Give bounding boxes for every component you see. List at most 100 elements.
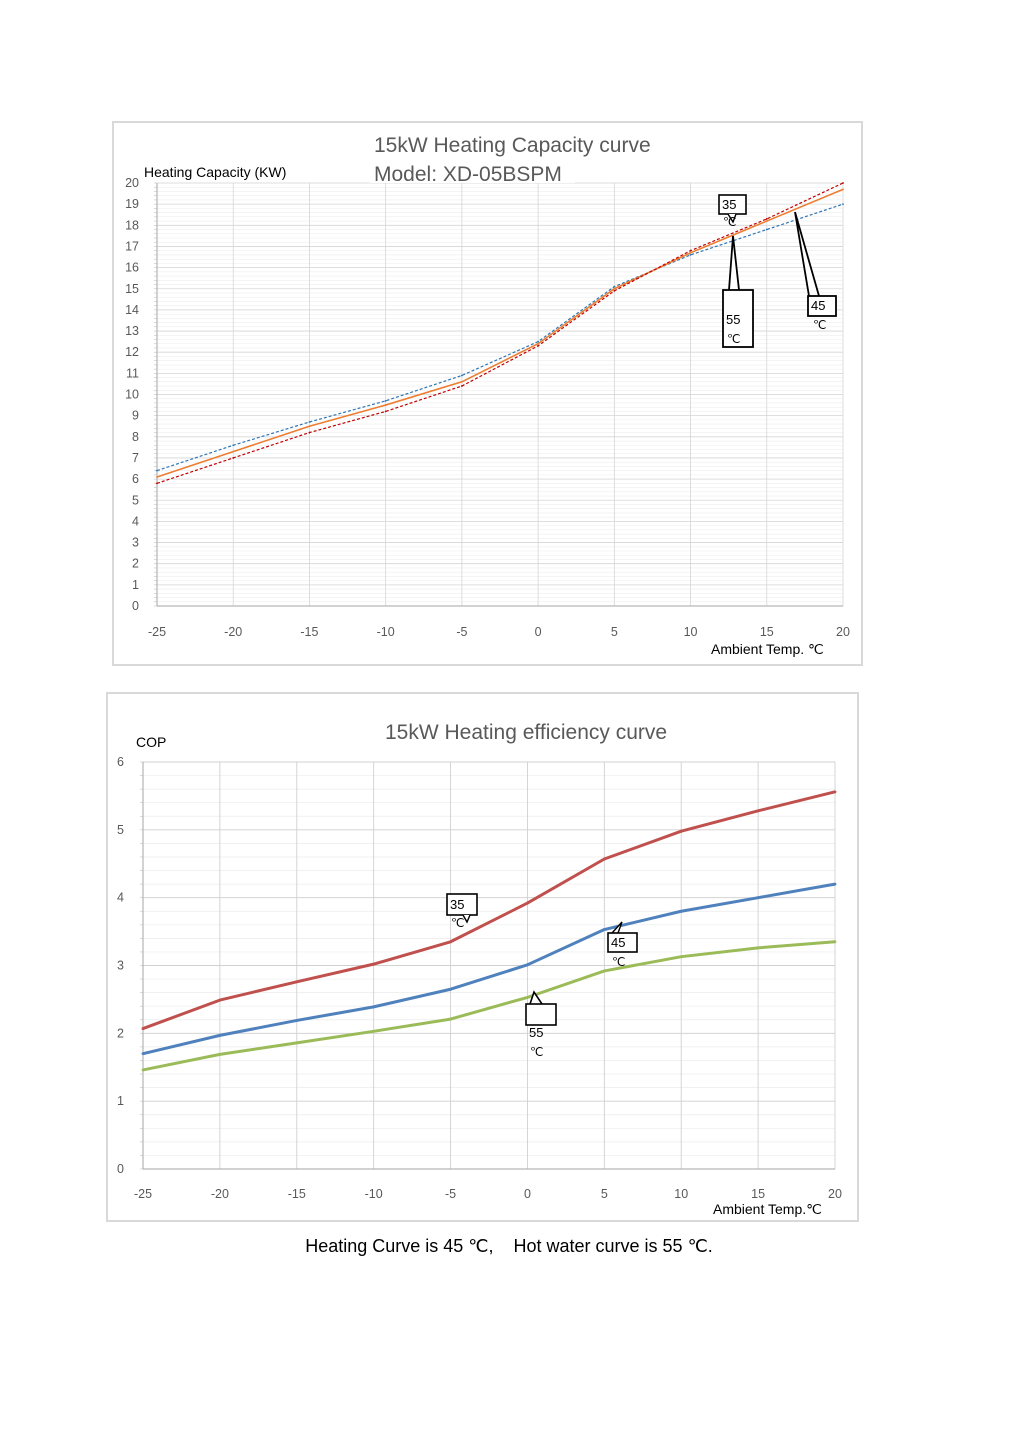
x-axis-title: Ambient Temp. ℃ bbox=[711, 641, 824, 657]
callout-pointer-35 bbox=[727, 213, 737, 224]
y-tick-label: 3 bbox=[132, 536, 139, 550]
data-point bbox=[308, 421, 311, 423]
y-tick-label: 2 bbox=[117, 1026, 124, 1040]
callout-unit-55: ℃ bbox=[530, 1045, 543, 1059]
data-point bbox=[765, 220, 768, 222]
data-point bbox=[613, 285, 616, 288]
data-point bbox=[384, 404, 387, 406]
x-tick-label: -25 bbox=[134, 1187, 152, 1201]
data-point bbox=[308, 425, 311, 428]
data-point bbox=[232, 457, 235, 459]
data-point bbox=[756, 946, 760, 950]
y-tick-label: 0 bbox=[132, 599, 139, 613]
series-line-3 bbox=[156, 182, 844, 484]
data-point bbox=[218, 998, 222, 1002]
data-point bbox=[689, 251, 692, 254]
data-point bbox=[449, 940, 452, 944]
data-point bbox=[613, 289, 616, 292]
series-line-1 bbox=[142, 790, 836, 1030]
chart-title: 15kW Heating efficiency curve bbox=[385, 721, 667, 744]
data-point bbox=[526, 995, 529, 999]
y-tick-label: 20 bbox=[125, 176, 139, 190]
data-point bbox=[537, 342, 540, 345]
y-tick-label: 18 bbox=[125, 218, 139, 232]
x-tick-label: 10 bbox=[684, 625, 698, 639]
data-point bbox=[602, 857, 606, 861]
y-tick-label: 1 bbox=[132, 578, 139, 592]
y-tick-label: 4 bbox=[117, 891, 124, 905]
callout-unit-35: ℃ bbox=[723, 215, 736, 229]
data-point bbox=[372, 1029, 376, 1033]
y-axis-title: COP bbox=[136, 734, 166, 750]
data-point bbox=[833, 940, 837, 944]
x-tick-label: 10 bbox=[674, 1187, 688, 1201]
chart-subtitle: Model: XD-05BSPM bbox=[374, 163, 562, 186]
x-tick-label: -5 bbox=[445, 1187, 456, 1201]
data-point bbox=[765, 218, 768, 220]
callout-unit-35: ℃ bbox=[451, 916, 464, 930]
data-point bbox=[372, 962, 376, 966]
subtitle-bg bbox=[370, 162, 575, 183]
callout-box-55 bbox=[525, 1003, 557, 1026]
callout-box-45 bbox=[607, 932, 638, 953]
data-point bbox=[679, 829, 683, 833]
x-tick-label: 15 bbox=[760, 625, 774, 639]
data-point bbox=[833, 882, 837, 886]
callout-label-55: 55 bbox=[726, 312, 740, 327]
y-tick-label: 15 bbox=[125, 282, 139, 296]
x-tick-label: -5 bbox=[456, 625, 467, 639]
x-tick-label: 20 bbox=[836, 625, 850, 639]
x-tick-label: 0 bbox=[535, 625, 542, 639]
y-tick-label: 13 bbox=[125, 324, 139, 338]
efficiency-chart-panel bbox=[106, 692, 859, 1222]
callout-pointer-45 bbox=[611, 921, 623, 934]
data-point bbox=[218, 1052, 222, 1056]
x-tick-label: 0 bbox=[524, 1187, 531, 1201]
data-point bbox=[526, 901, 529, 905]
x-tick-label: -15 bbox=[288, 1187, 306, 1201]
data-point bbox=[218, 1033, 222, 1037]
data-point bbox=[613, 287, 616, 290]
data-point bbox=[756, 809, 760, 813]
x-tick-label: 5 bbox=[601, 1187, 608, 1201]
y-tick-label: 1 bbox=[117, 1094, 124, 1108]
callout-pointer-35 bbox=[462, 914, 471, 924]
data-point bbox=[295, 980, 299, 984]
data-point bbox=[460, 385, 463, 387]
data-point bbox=[156, 476, 158, 478]
data-point bbox=[232, 444, 235, 447]
data-point bbox=[756, 896, 760, 900]
data-point bbox=[602, 969, 606, 973]
y-tick-label: 9 bbox=[132, 409, 139, 423]
series-line-2 bbox=[142, 882, 836, 1056]
callout-box-45 bbox=[807, 295, 837, 317]
data-point bbox=[141, 1068, 145, 1072]
series-line-3 bbox=[142, 940, 836, 1072]
data-point bbox=[765, 228, 768, 231]
y-tick-label: 10 bbox=[125, 388, 139, 402]
callout-box-35 bbox=[446, 893, 478, 916]
x-tick-label: -25 bbox=[148, 625, 166, 639]
x-tick-label: -15 bbox=[300, 625, 318, 639]
data-point bbox=[156, 482, 158, 485]
data-point bbox=[460, 374, 463, 377]
data-point bbox=[689, 254, 692, 256]
footer-note: Heating Curve is 45 ℃, Hot water curve i… bbox=[305, 1236, 713, 1256]
data-point bbox=[308, 431, 311, 434]
data-point bbox=[842, 203, 844, 206]
data-point bbox=[460, 380, 463, 383]
chart-title: 15kW Heating Capacity curve bbox=[374, 134, 651, 157]
ylabel-bg bbox=[140, 162, 305, 181]
y-tick-label: 16 bbox=[125, 261, 139, 275]
callout-pointer-55 bbox=[529, 990, 543, 1005]
y-tick-label: 6 bbox=[117, 755, 124, 769]
data-point bbox=[833, 790, 837, 794]
data-point bbox=[384, 399, 387, 402]
y-tick-label: 14 bbox=[125, 303, 139, 317]
x-axis-title: Ambient Temp.℃ bbox=[713, 1201, 822, 1217]
callout-label-45: 45 bbox=[611, 935, 625, 950]
y-tick-label: 7 bbox=[132, 451, 139, 465]
y-tick-label: 2 bbox=[132, 557, 139, 571]
data-point bbox=[295, 1041, 299, 1045]
